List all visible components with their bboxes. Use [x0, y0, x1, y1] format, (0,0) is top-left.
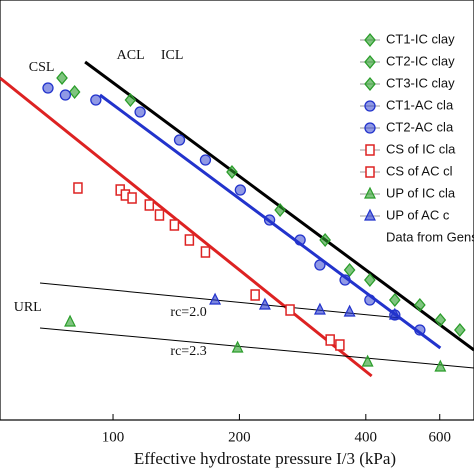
annotation: CSL — [29, 60, 55, 75]
marker — [361, 354, 374, 367]
marker — [199, 154, 212, 166]
legend-label: Data from Gens — [386, 229, 474, 244]
annotation: rc=2.3 — [170, 344, 206, 359]
legend-label: CS of IC cla — [386, 141, 456, 156]
legend-label: CT1-IC clay — [386, 31, 455, 46]
marker — [319, 232, 331, 248]
fit-line — [0, 76, 373, 378]
marker — [364, 272, 376, 288]
marker — [343, 262, 356, 278]
marker — [414, 324, 426, 336]
x-tick-label: 600 — [428, 429, 451, 445]
marker — [274, 202, 286, 218]
marker — [154, 209, 165, 221]
legend-label: UP of IC cla — [386, 185, 456, 200]
fit-line — [39, 327, 474, 369]
marker — [42, 82, 54, 94]
marker — [200, 246, 211, 258]
marker — [59, 89, 72, 101]
marker — [325, 334, 335, 346]
marker — [234, 184, 246, 196]
legend-marker — [364, 100, 376, 112]
marker — [144, 199, 155, 211]
marker — [64, 314, 77, 327]
legend-marker — [364, 122, 376, 134]
legend-label: UP of AC c — [386, 207, 450, 222]
legend-marker — [364, 54, 376, 70]
marker — [231, 340, 244, 353]
legend-marker — [364, 208, 376, 221]
x-tick-label: 400 — [355, 429, 378, 445]
marker — [263, 214, 276, 226]
marker — [169, 219, 180, 231]
legend-label: CT2-IC clay — [386, 53, 455, 68]
legend-marker — [364, 76, 376, 92]
legend-marker — [364, 186, 376, 199]
marker — [285, 304, 295, 316]
marker — [343, 304, 356, 317]
marker — [364, 294, 376, 306]
marker — [339, 274, 351, 286]
annotation: ICL — [161, 48, 184, 63]
marker — [226, 164, 238, 180]
legend-label: CT2-AC cla — [386, 119, 454, 134]
x-tick-label: 200 — [228, 429, 251, 445]
annotation: URL — [14, 300, 42, 315]
legend-marker — [364, 32, 376, 48]
annotation: rc=2.0 — [170, 305, 206, 320]
marker — [134, 106, 146, 118]
marker — [184, 234, 195, 246]
marker — [434, 312, 447, 328]
marker — [313, 302, 326, 315]
marker — [73, 182, 83, 194]
marker — [294, 234, 306, 246]
marker — [56, 70, 68, 86]
marker — [258, 297, 271, 310]
marker — [90, 94, 102, 106]
annotation: ACL — [117, 48, 145, 63]
marker — [209, 292, 222, 305]
marker — [250, 289, 260, 301]
plot-frame — [0, 0, 474, 421]
marker — [414, 297, 426, 313]
fit-line — [39, 282, 400, 319]
legend-marker — [365, 144, 375, 156]
legend-label: CS of AC cl — [386, 163, 453, 178]
marker — [388, 307, 401, 320]
legend-marker — [365, 166, 375, 178]
marker — [314, 259, 326, 271]
marker — [124, 92, 137, 108]
marker — [388, 292, 401, 308]
marker — [335, 339, 345, 351]
marker — [68, 84, 81, 100]
x-tick-label: 100 — [102, 429, 125, 445]
marker — [454, 322, 466, 338]
marker — [127, 192, 137, 204]
legend-label: CT3-IC clay — [386, 75, 455, 90]
legend-label: CT1-AC cla — [386, 97, 454, 112]
marker — [173, 134, 186, 146]
marker — [434, 359, 447, 372]
x-axis-label: Effective hydrostate pressure I/3 (kPa) — [134, 449, 396, 468]
